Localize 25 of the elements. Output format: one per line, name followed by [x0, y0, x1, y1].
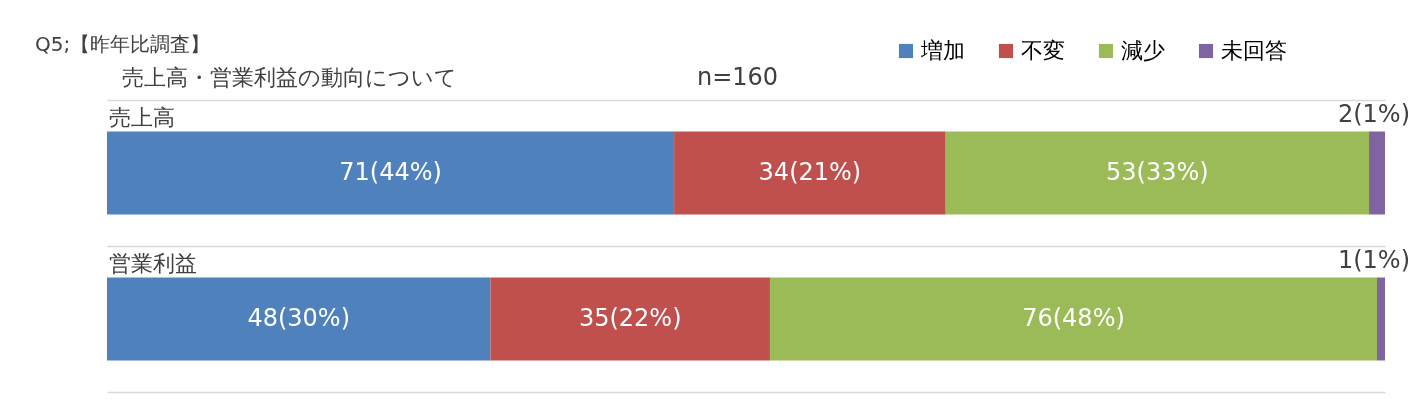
text: n=160: [697, 63, 779, 91]
bar: [490, 277, 770, 361]
y-tick-label: 売上高: [109, 105, 175, 130]
data-label: 76(48%): [1022, 304, 1125, 332]
data-label: 35(22%): [578, 304, 682, 332]
chart-subtitle: 売上高・営業利益の動向について: [122, 65, 457, 90]
legend-label: 不変: [1021, 38, 1065, 63]
chart-title: Q5;【昨年比調査】: [35, 32, 211, 56]
legend-label: 未回答: [1221, 38, 1287, 63]
data-label: 1(1%): [1337, 246, 1410, 274]
bar: [1369, 131, 1385, 215]
data-label: 34(21%): [758, 158, 862, 186]
y-tick-label: 営業利益: [109, 251, 197, 276]
legend-label: 減少: [1121, 38, 1165, 63]
bar: [769, 277, 1378, 361]
bar: [107, 277, 491, 361]
data-label: 2(1%): [1337, 100, 1410, 128]
bar: [107, 131, 675, 215]
bar: [1377, 277, 1385, 361]
data-label: 53(33%): [1106, 158, 1209, 186]
bar: [674, 131, 946, 215]
legend-label: 増加: [920, 38, 965, 63]
data-label: 71(44%): [339, 158, 442, 186]
data-label: 48(30%): [247, 304, 350, 332]
bar: [945, 131, 1370, 215]
